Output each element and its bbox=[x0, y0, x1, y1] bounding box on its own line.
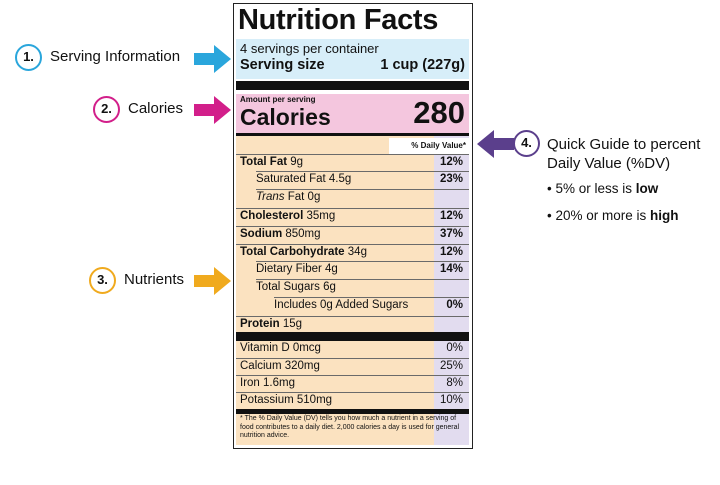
nutrient-name: Total Carbohydrate bbox=[240, 246, 345, 258]
vitamin-name: Vitamin D 0mcg bbox=[240, 342, 321, 354]
callout-1-label: Serving Information bbox=[50, 48, 181, 65]
nutrient-amount: 15g bbox=[282, 318, 303, 330]
vitamin-dv: 10% bbox=[439, 394, 463, 406]
nutrient-amount: 6g bbox=[323, 281, 336, 293]
callout-4-badge: 4. bbox=[513, 130, 540, 157]
guide-high-word: high bbox=[650, 208, 679, 223]
footnote-marker: * bbox=[240, 415, 243, 422]
callout-4-arrow-icon bbox=[477, 130, 514, 158]
nutrient-row-trans-fat: Trans Fat 0g bbox=[236, 189, 469, 207]
serving-size-label: Serving size bbox=[240, 57, 325, 73]
serving-section-highlight bbox=[236, 39, 469, 79]
divider-thick bbox=[236, 332, 469, 341]
nutrient-dv: 12% bbox=[439, 156, 463, 168]
nutrient-name: Trans bbox=[256, 191, 285, 203]
nutrient-row-cholesterol: Cholesterol 35mg 12% bbox=[236, 208, 469, 225]
callout-1-arrow-icon bbox=[194, 45, 231, 73]
nutrient-amount: 34g bbox=[347, 246, 367, 258]
nutrient-amount: Fat 0g bbox=[287, 191, 321, 203]
nutrient-row-dietary-fiber: Dietary Fiber 4g 14% bbox=[236, 261, 469, 279]
daily-value-header: % Daily Value* bbox=[411, 141, 466, 150]
calories-section-highlight bbox=[236, 94, 469, 134]
divider-medium bbox=[236, 409, 469, 414]
nutrient-row-total-sugars: Total Sugars 6g bbox=[236, 279, 469, 297]
nutrient-amount: 4g bbox=[325, 263, 338, 275]
nutrition-facts-label: Nutrition Facts 4 servings per container… bbox=[233, 3, 473, 449]
nutrient-amount: 9g bbox=[290, 156, 304, 168]
vitamin-row: Iron 1.6mg 8% bbox=[236, 375, 469, 392]
callout-3-label: Nutrients bbox=[124, 271, 185, 288]
callout-4-label: Quick Guide to percent Daily Value (%DV) bbox=[547, 135, 700, 173]
callout-3-badge: 3. bbox=[89, 267, 116, 294]
nutrient-name: Cholesterol bbox=[240, 210, 304, 222]
nutrient-dv: 37% bbox=[439, 228, 463, 240]
nutrients-section-highlight bbox=[236, 136, 469, 445]
nutrient-dv: 12% bbox=[439, 210, 463, 222]
vitamin-name: Iron 1.6mg bbox=[240, 377, 295, 389]
guide-high-rule: • 20% or more is high bbox=[547, 208, 679, 223]
nutrient-row-protein: Protein 15g bbox=[236, 316, 469, 333]
callout-4-label-line1: Quick Guide to percent bbox=[547, 136, 701, 153]
nutrient-amount: 4.5g bbox=[328, 173, 352, 185]
vitamin-dv: 8% bbox=[446, 377, 463, 389]
callout-3-arrow-icon bbox=[194, 267, 231, 295]
vitamin-row: Potassium 510mg 10% bbox=[236, 392, 469, 409]
nutrient-row-saturated-fat: Saturated Fat 4.5g 23% bbox=[236, 171, 469, 189]
callout-1-badge: 1. bbox=[15, 44, 42, 71]
nutrient-name: Includes 0g Added Sugars bbox=[274, 299, 409, 311]
nutrient-name: Saturated Fat bbox=[256, 173, 326, 185]
vitamin-row: Calcium 320mg 25% bbox=[236, 358, 469, 375]
servings-per-container: 4 servings per container bbox=[240, 41, 379, 56]
nutrient-amount: 850mg bbox=[285, 228, 321, 240]
callout-number: 3. bbox=[97, 272, 108, 287]
nutrient-row-sodium: Sodium 850mg 37% bbox=[236, 226, 469, 243]
vitamin-dv: 0% bbox=[446, 342, 463, 354]
guide-low-word: low bbox=[635, 181, 659, 196]
nutrient-dv: 12% bbox=[439, 246, 463, 258]
vitamin-dv: 25% bbox=[439, 360, 463, 372]
nutrient-dv: 14% bbox=[439, 263, 463, 275]
callout-number: 2. bbox=[101, 101, 112, 116]
nutrient-name: Total Fat bbox=[240, 156, 288, 168]
nutrient-row-added-sugars: Includes 0g Added Sugars 0% bbox=[236, 297, 469, 315]
callout-2-badge: 2. bbox=[93, 96, 120, 123]
callout-number: 4. bbox=[521, 135, 532, 150]
daily-value-header-bg bbox=[389, 138, 469, 154]
calories-label: Calories bbox=[240, 104, 331, 130]
vitamin-name: Calcium 320mg bbox=[240, 360, 320, 372]
bullet-icon: • bbox=[547, 208, 552, 223]
nutrient-row-total-carbohydrate: Total Carbohydrate 34g 12% bbox=[236, 244, 469, 261]
bullet-icon: • bbox=[547, 181, 552, 196]
guide-high-text: 20% or more is bbox=[555, 208, 651, 223]
amount-per-serving: Amount per serving bbox=[240, 95, 316, 104]
divider-medium bbox=[236, 133, 469, 138]
nutrient-dv: 0% bbox=[446, 299, 463, 311]
divider-thick bbox=[236, 81, 469, 90]
daily-value-column-highlight bbox=[434, 136, 469, 445]
nutrient-name: Dietary Fiber bbox=[256, 263, 322, 275]
footnote-text: The % Daily Value (DV) tells you how muc… bbox=[240, 415, 460, 439]
callout-2-label: Calories bbox=[128, 100, 184, 117]
serving-size-value: 1 cup (227g) bbox=[380, 57, 465, 73]
nutrient-name: Protein bbox=[240, 318, 280, 330]
callout-number: 1. bbox=[23, 49, 34, 64]
nutrient-row-total-fat: Total Fat 9g 12% bbox=[236, 154, 469, 171]
nutrient-dv: 23% bbox=[439, 173, 463, 185]
guide-low-text: 5% or less is bbox=[555, 181, 636, 196]
nutrient-amount: 35mg bbox=[306, 210, 336, 222]
callout-4-label-line2: Daily Value (%DV) bbox=[547, 155, 671, 172]
nutrient-name: Total Sugars bbox=[256, 281, 320, 293]
calories-value: 280 bbox=[413, 95, 465, 130]
footnote: * The % Daily Value (DV) tells you how m… bbox=[240, 415, 466, 441]
label-title: Nutrition Facts bbox=[238, 4, 439, 36]
nutrient-name: Sodium bbox=[240, 228, 283, 240]
guide-low-rule: • 5% or less is low bbox=[547, 181, 658, 196]
vitamin-row: Vitamin D 0mcg 0% bbox=[236, 341, 469, 358]
vitamin-name: Potassium 510mg bbox=[240, 394, 333, 406]
callout-2-arrow-icon bbox=[194, 96, 231, 124]
